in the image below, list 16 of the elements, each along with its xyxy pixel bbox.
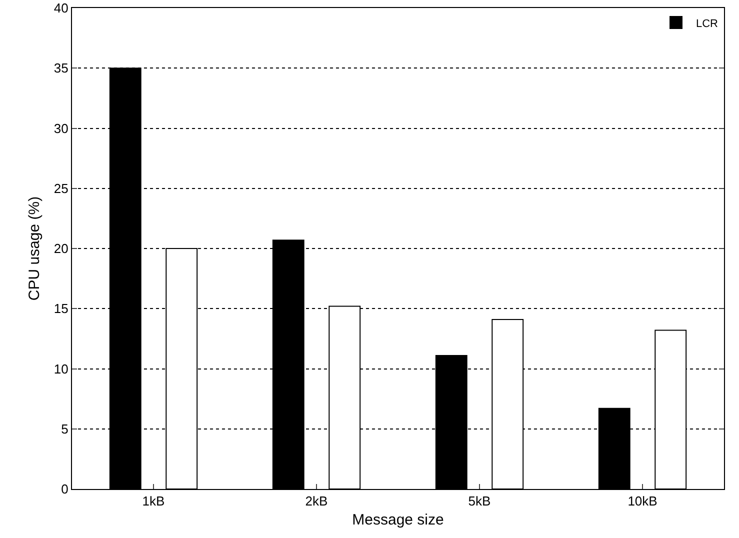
x-axis-title: Message size — [352, 512, 444, 529]
y-tick-label: 35 — [54, 60, 68, 76]
x-tick-label: 1kB — [142, 494, 165, 509]
y-axis-title: CPU usage (%) — [26, 196, 44, 301]
y-tick-label: 20 — [54, 241, 68, 256]
y-tick-label: 30 — [54, 120, 68, 136]
x-tick-label: 10kB — [628, 494, 658, 509]
y-tick-label: 25 — [54, 180, 68, 196]
y-tick-label: 10 — [54, 361, 68, 376]
y-tick-label: 15 — [54, 301, 68, 316]
legend-label: LCR — [696, 18, 718, 30]
x-tick-label: 2kB — [305, 494, 328, 509]
y-tick-label: 5 — [61, 421, 68, 436]
x-tick-label: 5kB — [468, 494, 491, 509]
y-tick-label: 40 — [54, 0, 68, 16]
y-tick-label: 0 — [61, 482, 68, 497]
